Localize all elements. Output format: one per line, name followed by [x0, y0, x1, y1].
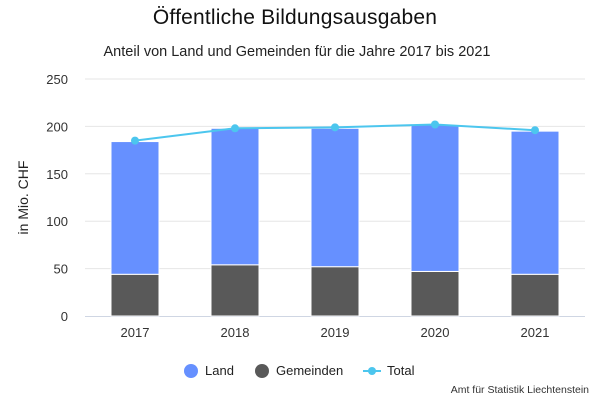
legend-marker-total	[363, 364, 381, 378]
point-total	[131, 136, 139, 145]
y-axis-label: in Mio. CHF	[15, 161, 31, 235]
x-tick-label: 2019	[321, 325, 350, 340]
y-tick-label: 150	[46, 167, 68, 182]
chart-title: Öffentliche Bildungsausgaben	[152, 6, 438, 29]
point-total	[431, 120, 439, 129]
source-credit: Amt für Statistik Liechtenstein	[450, 384, 589, 396]
point-total	[231, 124, 239, 133]
y-tick-label: 100	[46, 214, 68, 229]
bar-land	[510, 130, 560, 275]
legend-item-gemeinden[interactable]: Gemeinden	[255, 363, 343, 378]
bar-gemeinden	[210, 264, 260, 317]
bar-gemeinden	[410, 270, 460, 317]
point-total	[331, 123, 339, 132]
point-total	[531, 126, 539, 135]
legend-swatch-gemeinden	[255, 363, 269, 378]
y-tick-label: 250	[46, 72, 68, 87]
bar-land	[110, 141, 160, 275]
x-tick-label: 2021	[521, 325, 550, 340]
y-tick-label: 0	[61, 309, 68, 324]
legend-item-land[interactable]: Land	[184, 363, 234, 378]
bar-land	[310, 127, 360, 268]
bar-land	[210, 127, 260, 266]
x-tick-label: 2020	[421, 325, 450, 340]
chart-subtitle: Anteil von Land und Gemeinden für die Ja…	[103, 44, 491, 60]
legend-label-total: Total	[387, 363, 415, 378]
bar-land	[410, 124, 460, 272]
chart-legend: Land Gemeinden Total	[0, 363, 600, 383]
bar-gemeinden	[510, 273, 560, 317]
x-tick-label: 2018	[221, 325, 250, 340]
y-tick-label: 200	[46, 119, 68, 134]
bar-gemeinden	[310, 266, 360, 317]
legend-label-land: Land	[205, 363, 234, 378]
legend-swatch-land	[184, 363, 198, 378]
x-tick-label: 2017	[121, 325, 150, 340]
legend-label-gemeinden: Gemeinden	[276, 363, 344, 378]
y-tick-label: 50	[54, 262, 68, 277]
bar-gemeinden	[110, 273, 160, 317]
legend-item-total[interactable]: Total	[363, 363, 414, 378]
